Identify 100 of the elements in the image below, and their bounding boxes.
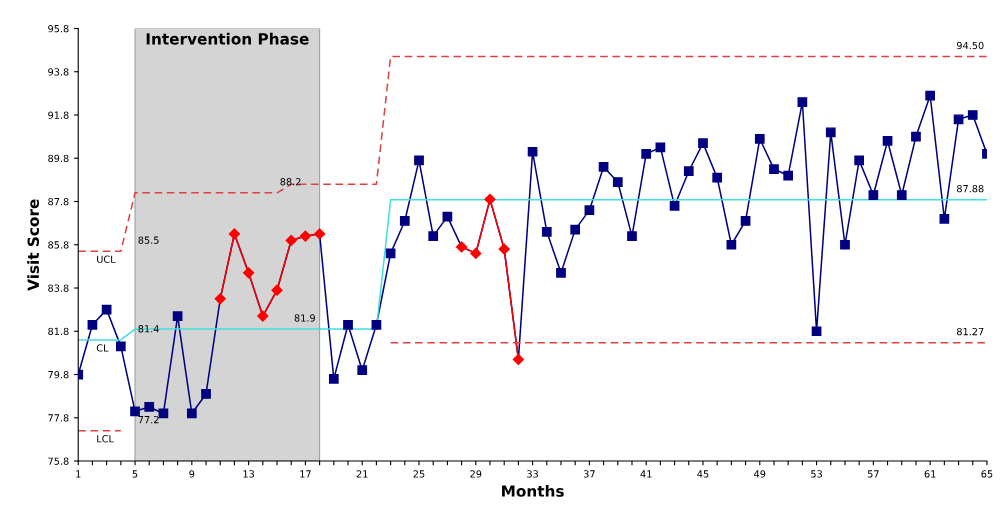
y-tick-label: 91.8 (48, 111, 69, 119)
point (797, 97, 808, 107)
point (343, 319, 353, 330)
point (470, 247, 482, 260)
point (243, 267, 255, 279)
series-label: UCL (97, 255, 116, 263)
point (953, 114, 964, 125)
x-tick-label: 65 (981, 470, 993, 478)
y-tick-label: 75.8 (48, 457, 69, 465)
point (498, 243, 510, 255)
x-tick-label: 61 (924, 470, 936, 478)
point (87, 319, 98, 330)
point (911, 131, 921, 142)
band-label: Intervention Phase (146, 32, 309, 45)
y-tick-label: 89.8 (48, 154, 69, 163)
x-tick-label: 29 (470, 470, 482, 478)
point (314, 228, 326, 240)
point (371, 319, 382, 330)
point (442, 211, 453, 222)
point (228, 228, 241, 240)
point (115, 341, 126, 352)
x-tick-label: 37 (583, 470, 595, 478)
y-tick-label: 79.8 (48, 370, 69, 379)
annotation: 81.4 (138, 325, 159, 333)
point (527, 146, 538, 157)
annotation: 81.27 (957, 327, 984, 336)
annotation: 87.88 (957, 184, 984, 193)
point (299, 230, 312, 242)
x-tick-label: 25 (413, 470, 425, 478)
x-tick-label: 13 (243, 470, 255, 478)
point (484, 193, 496, 205)
point (556, 268, 566, 278)
point (201, 389, 211, 399)
y-axis-title: Visit Score (27, 199, 40, 291)
point (328, 373, 339, 384)
point (541, 226, 552, 237)
series-label: CL (96, 344, 109, 352)
point (712, 172, 723, 183)
x-tick-label: 5 (132, 470, 138, 478)
x-axis-title: Months (502, 485, 564, 497)
point (811, 326, 822, 337)
point (186, 408, 197, 419)
line-series (78, 55, 987, 253)
point (570, 224, 581, 235)
series-label: LCL (97, 435, 114, 443)
point (144, 402, 155, 412)
point (641, 149, 652, 159)
point (214, 293, 226, 305)
point (939, 213, 950, 224)
annotation: 88.2 (280, 178, 301, 186)
annotation: 81.9 (294, 314, 315, 322)
y-tick-label: 95.8 (48, 24, 69, 33)
point (399, 216, 410, 226)
point (612, 177, 623, 187)
annotation: 85.5 (138, 236, 159, 244)
point (584, 205, 595, 216)
point (512, 353, 524, 365)
y-tick-label: 87.8 (48, 197, 69, 206)
point (455, 241, 468, 253)
point (967, 110, 978, 120)
point (357, 365, 368, 376)
point (769, 164, 779, 174)
x-tick-label: 57 (867, 470, 879, 478)
point (172, 311, 183, 321)
point (669, 200, 680, 211)
x-tick-label: 21 (356, 470, 368, 478)
point (598, 162, 609, 172)
annotation: 94.50 (956, 41, 984, 50)
y-tick-label: 93.8 (48, 68, 69, 76)
x-tick-label: 45 (697, 470, 709, 478)
x-tick-label: 9 (189, 470, 195, 478)
point (825, 127, 836, 138)
point (698, 138, 708, 148)
point (428, 231, 439, 241)
annotation: 77.2 (138, 415, 159, 424)
y-tick-label: 81.8 (48, 327, 69, 336)
point (840, 239, 850, 250)
x-tick-label: 49 (754, 470, 766, 478)
point (896, 190, 907, 200)
point (257, 310, 269, 322)
y-tick-label: 83.8 (48, 284, 69, 292)
point (868, 190, 879, 200)
point (285, 234, 297, 247)
y-tick-label: 77.8 (48, 414, 69, 422)
point (882, 136, 893, 146)
point (271, 284, 283, 296)
point (854, 155, 865, 166)
x-tick-label: 17 (300, 470, 311, 478)
x-tick-label: 1 (76, 470, 81, 478)
y-tick-label: 85.8 (48, 241, 69, 249)
point (740, 216, 751, 226)
x-tick-label: 41 (640, 470, 652, 478)
point (683, 166, 694, 177)
point (414, 155, 424, 166)
x-tick-label: 53 (811, 470, 822, 478)
point (925, 90, 936, 101)
point (726, 239, 737, 250)
point (754, 133, 765, 144)
x-tick-label: 33 (527, 470, 538, 478)
point (783, 170, 794, 181)
